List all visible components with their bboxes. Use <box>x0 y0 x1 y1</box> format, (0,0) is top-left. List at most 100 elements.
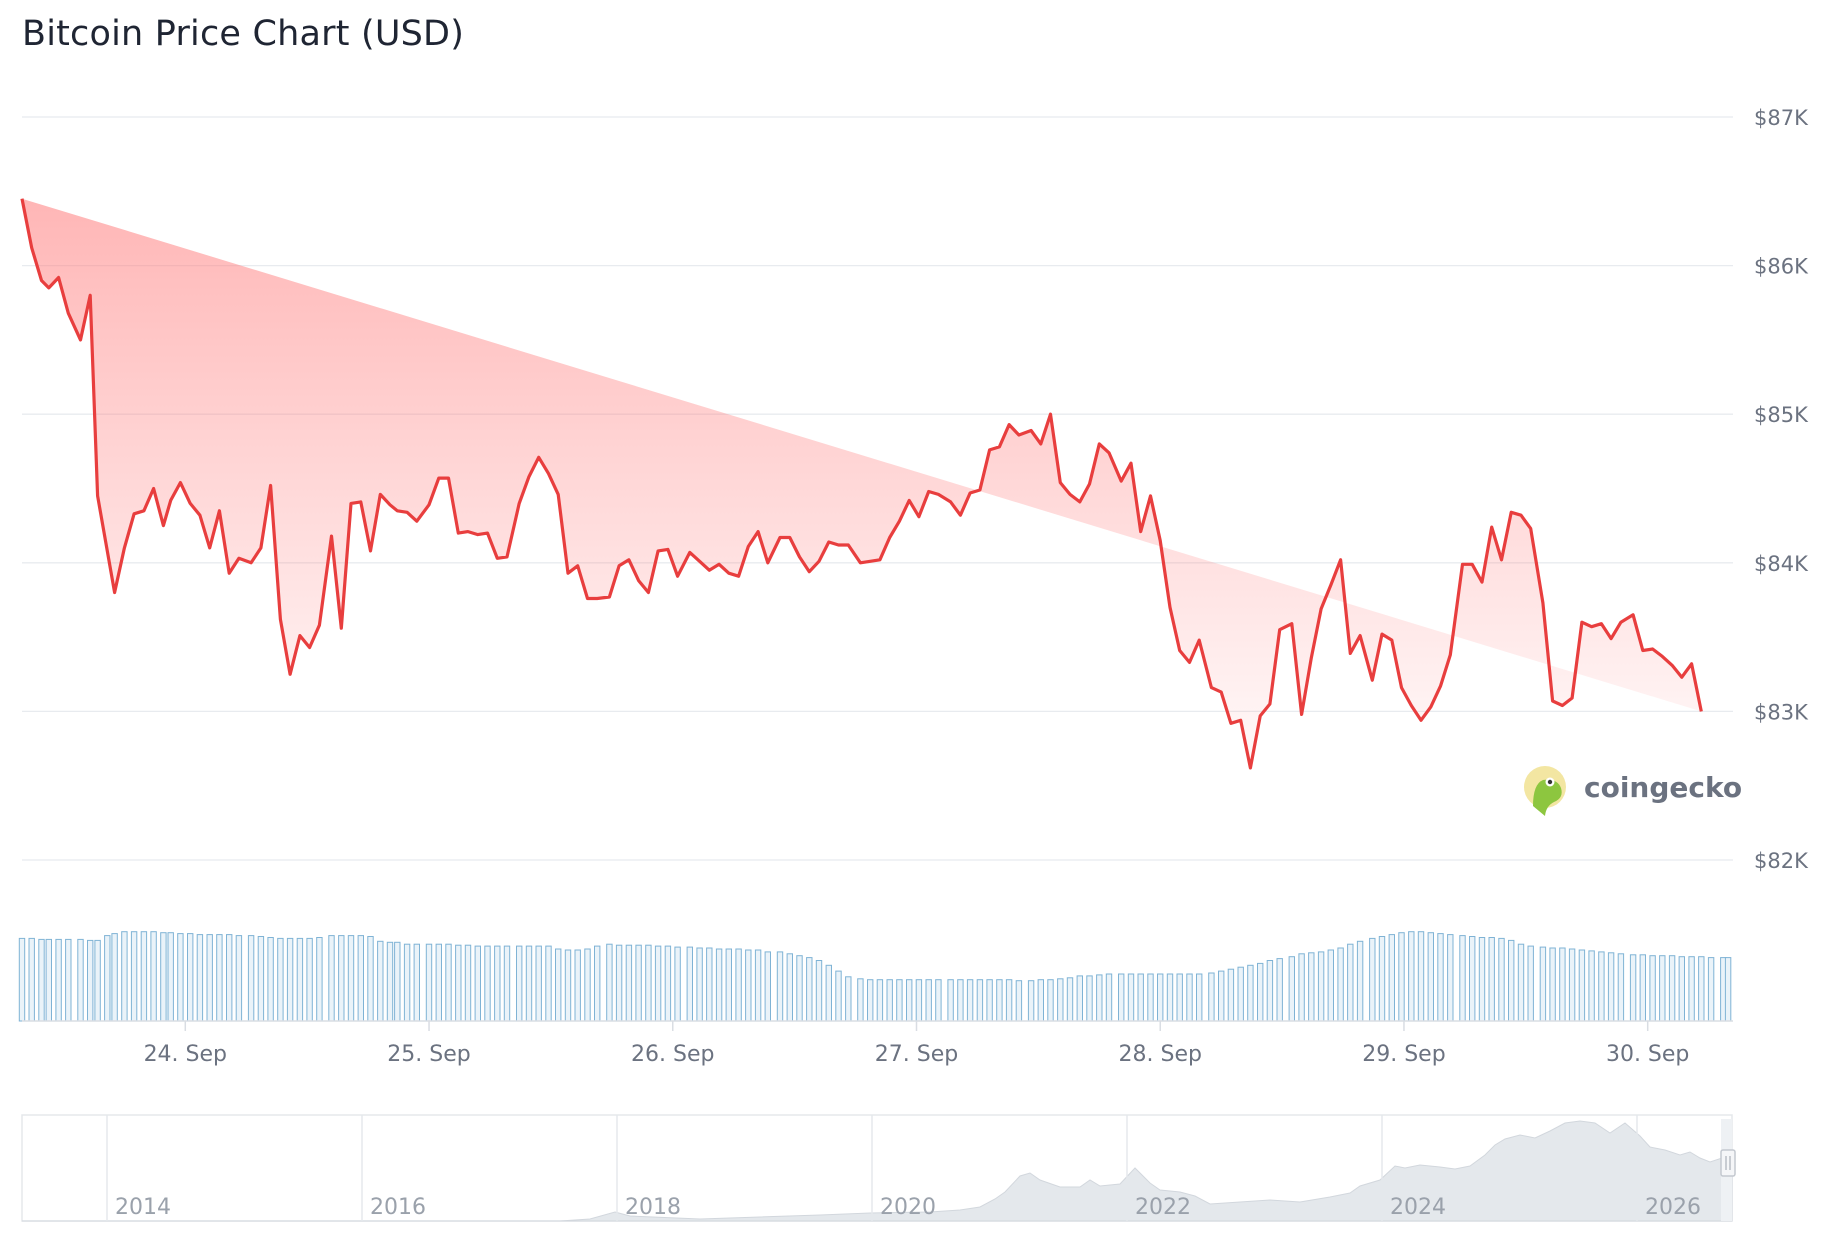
volume-bar <box>45 938 52 1022</box>
volume-bar <box>247 935 255 1022</box>
volume-bar <box>394 941 401 1022</box>
volume-bar <box>377 940 384 1022</box>
volume-bar <box>1186 973 1193 1022</box>
y-tick-label: $86K <box>1754 255 1809 279</box>
volume-bar <box>857 978 864 1022</box>
volume-bar <box>306 937 313 1022</box>
volume-bar <box>1578 949 1586 1022</box>
volume-bar <box>615 944 623 1022</box>
navigator[interactable]: 2014 2016 2018 2020 2022 2024 2026 <box>21 1114 1736 1222</box>
volume-bar <box>1617 953 1625 1022</box>
volume-bar <box>235 935 243 1022</box>
volume-bar <box>1218 970 1225 1022</box>
volume-bar <box>160 932 167 1022</box>
y-tick-label: $82K <box>1754 849 1809 873</box>
watermark: coingecko <box>1584 771 1742 804</box>
y-tick-label: $85K <box>1754 403 1809 427</box>
volume-bar <box>1607 952 1615 1022</box>
volume-bar <box>316 937 323 1022</box>
volume-bar <box>494 945 501 1022</box>
volume-bar <box>403 943 411 1022</box>
volume-bar <box>1288 956 1295 1022</box>
volume-bar <box>815 960 823 1022</box>
y-tick-label: $84K <box>1754 552 1809 576</box>
volume-bar <box>425 943 433 1022</box>
volume-bar <box>986 979 993 1022</box>
coingecko-logo: coingecko <box>1524 766 1742 816</box>
volume-bars <box>18 931 1732 1022</box>
volume-bar <box>1137 973 1144 1022</box>
volume-bar <box>745 949 752 1022</box>
volume-bar <box>1668 955 1676 1022</box>
volume-bar <box>1698 956 1705 1022</box>
volume-bar <box>347 935 355 1022</box>
y-axis: $87K $86K $85K $84K $83K $82K <box>1754 106 1809 873</box>
volume-bar <box>55 938 62 1022</box>
volume-bar <box>664 945 672 1022</box>
volume-bar <box>65 938 72 1022</box>
volume-bar <box>925 979 932 1022</box>
volume-bar <box>996 979 1003 1022</box>
volume-bar <box>686 946 693 1022</box>
volume-bar <box>1427 932 1434 1022</box>
volume-bar <box>1508 939 1515 1022</box>
volume-bar <box>435 943 443 1022</box>
volume-bar <box>957 979 964 1022</box>
volume-bar <box>187 933 194 1022</box>
volume-bar <box>594 945 601 1022</box>
volume-bar <box>606 943 613 1022</box>
navigator-handle[interactable] <box>1720 1149 1736 1177</box>
volume-bar <box>545 945 552 1022</box>
navigator-year-label: 2016 <box>370 1195 426 1220</box>
y-tick-label: $87K <box>1754 106 1809 130</box>
volume-bar <box>77 938 84 1022</box>
volume-bar <box>625 944 633 1022</box>
volume-bar <box>876 979 884 1022</box>
volume-bar <box>18 937 26 1022</box>
volume-bar <box>1437 933 1444 1022</box>
volume-bar <box>935 979 942 1022</box>
x-axis: 24. Sep 25. Sep 26. Sep 27. Sep 28. Sep 29. S… <box>144 1021 1689 1067</box>
x-tick-label: 28. Sep <box>1119 1042 1202 1067</box>
volume-bar <box>455 944 462 1022</box>
volume-bar <box>474 945 482 1022</box>
volume-bar <box>1398 932 1405 1022</box>
volume-bar <box>915 979 923 1022</box>
volume-bar <box>338 935 345 1022</box>
volume-bar <box>277 937 284 1022</box>
volume-bar <box>1227 968 1235 1022</box>
x-tick-label: 24. Sep <box>144 1042 227 1067</box>
volume-bar <box>906 979 913 1022</box>
volume-bar <box>1037 979 1044 1022</box>
volume-bar <box>150 931 157 1022</box>
volume-bar <box>196 934 204 1022</box>
volume-bar <box>1568 948 1576 1022</box>
volume-bar <box>1076 975 1083 1022</box>
volume-bar <box>1166 973 1174 1022</box>
volume-bar <box>121 931 128 1022</box>
volume-bar <box>1257 962 1264 1022</box>
volume-bar <box>776 951 784 1022</box>
volume-bar <box>696 947 703 1022</box>
x-tick-label: 25. Sep <box>387 1042 470 1067</box>
volume-bar <box>1176 973 1183 1022</box>
volume-bar <box>806 957 813 1022</box>
volume-bar <box>966 979 974 1022</box>
x-tick-label: 29. Sep <box>1362 1042 1445 1067</box>
volume-bar <box>976 979 984 1022</box>
volume-bar <box>706 947 713 1022</box>
volume-bar <box>715 948 723 1022</box>
volume-bar <box>1105 973 1113 1022</box>
volume-bar <box>1066 977 1074 1022</box>
volume-bar <box>1118 973 1125 1022</box>
volume-bar <box>635 944 642 1022</box>
volume-bar <box>257 936 265 1022</box>
volume-bar <box>1469 936 1476 1022</box>
price-line[interactable] <box>20 198 1703 770</box>
volume-bar <box>286 937 294 1022</box>
volume-bar <box>1629 954 1637 1022</box>
y-tick-label: $83K <box>1754 700 1809 724</box>
volume-bar <box>1707 957 1715 1022</box>
volume-bar <box>28 937 35 1022</box>
